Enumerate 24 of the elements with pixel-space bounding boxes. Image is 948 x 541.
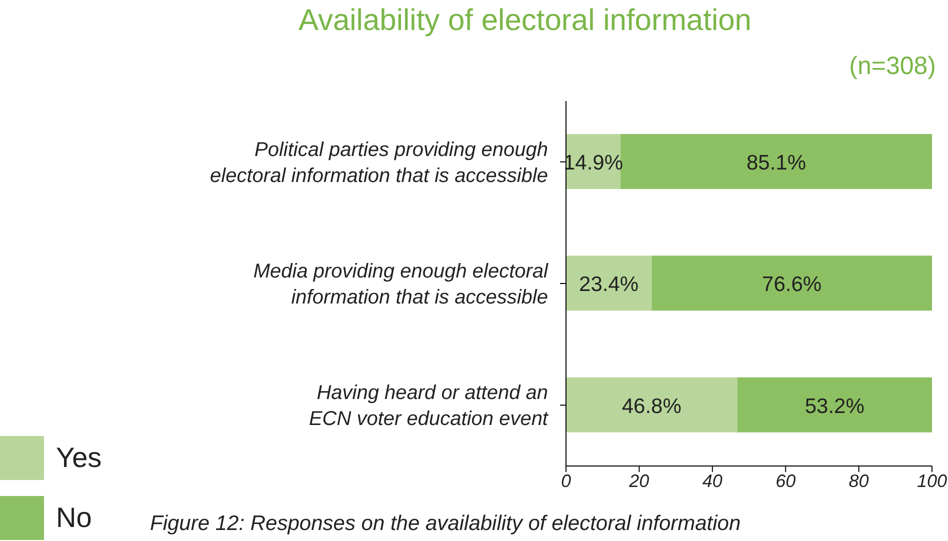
legend-label: No (56, 502, 92, 534)
bar (620, 134, 932, 189)
x-tick-label: 60 (776, 470, 796, 491)
chart-title: Availability of electoral information (297, 4, 752, 38)
y-tick-label: Media providing enough electoral information that is accessible (253, 260, 549, 308)
x-tick-label: 20 (628, 470, 650, 491)
bar (566, 256, 652, 311)
x-tick-label: 0 (560, 470, 572, 491)
data-label: 76.6% (762, 273, 822, 296)
bar (737, 377, 932, 432)
legend-label: Yes (56, 442, 102, 474)
data-label: 85.1% (746, 152, 806, 174)
text: (n=308) (849, 52, 936, 81)
x-tick-label: 100 (916, 470, 948, 491)
caption: Figure 12: Responses on the availability of electoral information (150, 512, 741, 536)
y-tick-label: Political parties providing enough electoral information that is accessible (210, 138, 548, 187)
data-label: 23.4% (579, 273, 639, 296)
bar (566, 377, 738, 432)
y-tick-label: Having heard or attend an ECN voter education event (308, 382, 550, 430)
data-label: 53.2% (804, 394, 864, 418)
data-label: 46.8% (622, 394, 682, 418)
x-tick-label: 80 (848, 470, 869, 491)
x-tick-label: 40 (702, 470, 722, 491)
bar (652, 256, 932, 311)
